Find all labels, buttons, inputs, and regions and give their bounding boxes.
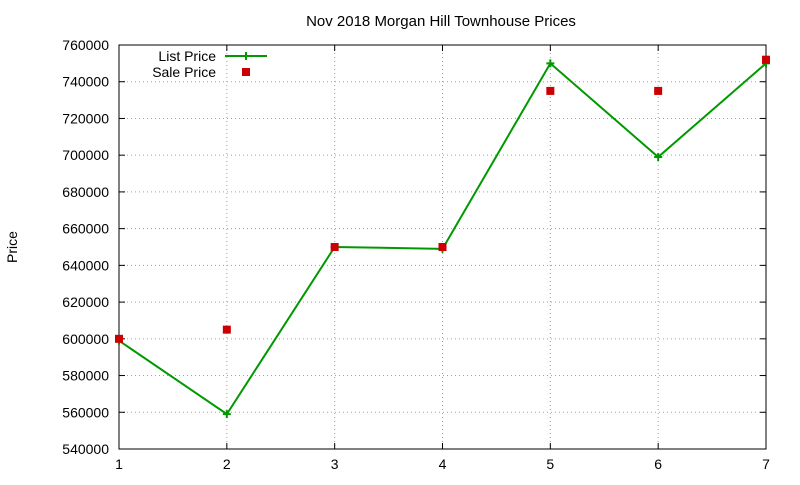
sale-price-point — [762, 55, 770, 64]
x-tick-label: 1 — [115, 456, 123, 472]
sale-price-point — [438, 243, 447, 251]
chart-title: Nov 2018 Morgan Hill Townhouse Prices — [306, 13, 576, 30]
y-tick-label: 720000 — [62, 110, 109, 126]
y-tick-label: 560000 — [62, 404, 109, 420]
tick-labels: 1 2 3 4 5 6 7 540000 560000 580000 600000 620000 640… — [62, 37, 770, 472]
x-tick-label: 4 — [439, 456, 447, 472]
y-tick-label: 740000 — [62, 74, 109, 90]
y-axis-label: Price — [4, 231, 20, 263]
sale-price-point — [654, 86, 663, 95]
y-tick-label: 620000 — [62, 294, 109, 310]
x-tick-label: 3 — [331, 456, 339, 472]
legend-label: List Price — [158, 48, 216, 64]
list-price-point — [654, 153, 663, 162]
x-tick-label: 2 — [223, 456, 231, 472]
list-price-point — [546, 59, 555, 68]
sale-price-point — [115, 334, 123, 343]
sale-price-point — [546, 86, 555, 95]
plot-frame — [118, 44, 767, 450]
data-series — [115, 55, 770, 419]
x-tick-label: 6 — [654, 456, 662, 472]
sale-price-point — [222, 325, 231, 334]
y-tick-label: 760000 — [62, 37, 109, 53]
axes — [118, 44, 767, 450]
list-price-point — [222, 410, 231, 419]
y-tick-label: 600000 — [62, 331, 109, 347]
sale-price-point — [330, 243, 339, 251]
y-tick-label: 660000 — [62, 221, 109, 237]
y-tick-label: 700000 — [62, 147, 109, 163]
legend-label: Sale Price — [152, 64, 216, 80]
x-tick-label: 7 — [762, 456, 770, 472]
y-tick-label: 580000 — [62, 368, 109, 384]
y-tick-label: 640000 — [62, 257, 109, 273]
grid-lines — [119, 45, 766, 449]
y-tick-label: 680000 — [62, 184, 109, 200]
x-tick-label: 5 — [546, 456, 554, 472]
legend-square-swatch — [242, 68, 250, 76]
y-tick-label: 540000 — [62, 441, 109, 457]
